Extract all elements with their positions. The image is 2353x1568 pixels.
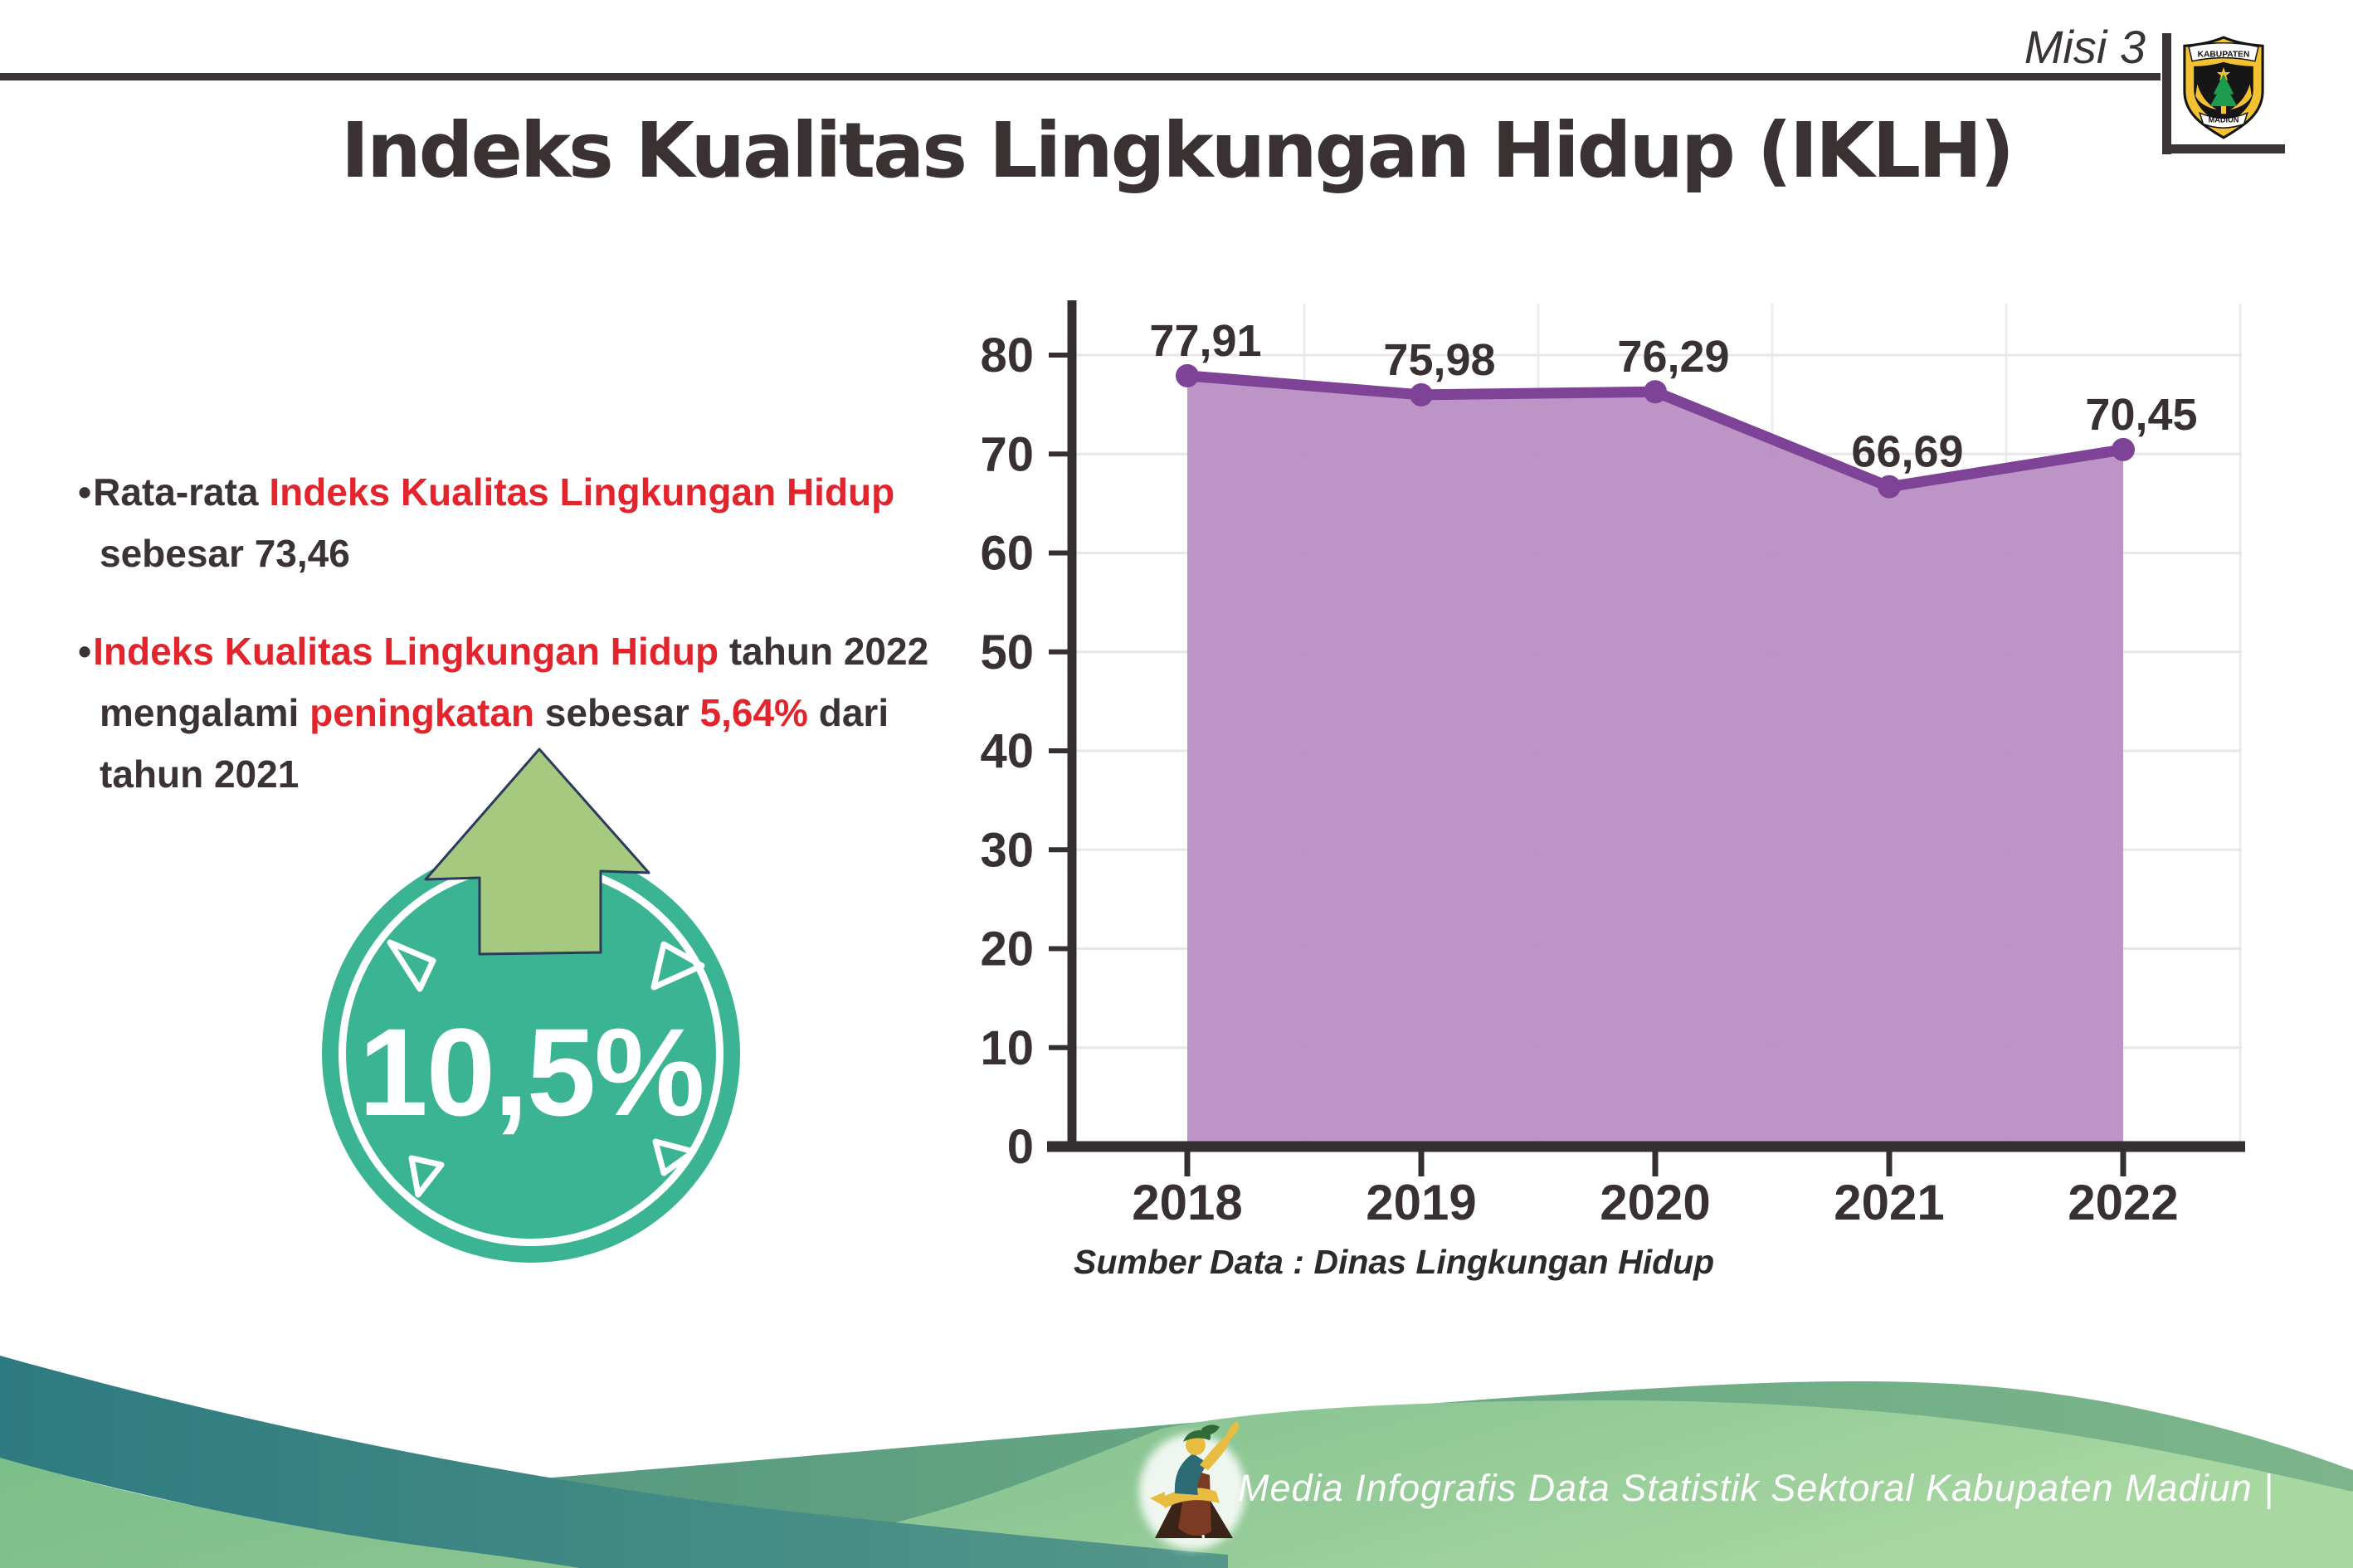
- y-axis-tick-label: 0: [1007, 1120, 1034, 1174]
- bullet-text-segment: sebesar 73,46: [100, 532, 350, 575]
- logo-top-text: KABUPATEN: [2198, 51, 2250, 60]
- logo-top-banner: [2188, 41, 2259, 62]
- bullet-item-0: •Rata-rata Indeks Kualitas Lingkungan Hi…: [78, 461, 1016, 584]
- y-axis-tick-label: 60: [980, 527, 1034, 581]
- data-point-label: 76,29: [1617, 332, 1729, 382]
- bullet-text-segment: dari: [807, 691, 889, 734]
- bullet-text-segment: Indeks Kualitas Lingkungan Hidup: [269, 470, 895, 514]
- bullet-dot-icon: •: [78, 470, 92, 514]
- logo-frame-vertical: [2162, 33, 2171, 154]
- x-axis-tick-label: 2021: [1834, 1175, 1944, 1230]
- bullet-text-segment: mengalami: [100, 691, 310, 734]
- bullet-line: tahun 2021: [78, 743, 1016, 805]
- increase-badge-value: 10,5%: [358, 1001, 704, 1142]
- data-point-label: 75,98: [1383, 335, 1495, 385]
- key-findings-list: •Rata-rata Indeks Kualitas Lingkungan Hi…: [78, 461, 1016, 841]
- y-axis-tick-label: 10: [980, 1021, 1034, 1075]
- dancer-mascot-icon: [1139, 1421, 1245, 1550]
- logo-bottom-text: MADIUN: [2209, 115, 2239, 124]
- x-axis-tick-label: 2019: [1366, 1175, 1476, 1230]
- bullet-line: •Rata-rata Indeks Kualitas Lingkungan Hi…: [78, 461, 1016, 523]
- bullet-dot-icon: •: [78, 630, 92, 673]
- page-title: Indeks Kualitas Lingkungan Hidup (IKLH): [340, 106, 2014, 195]
- data-point-marker: [1176, 363, 1199, 387]
- bullet-item-1: •Indeks Kualitas Lingkungan Hidup tahun …: [78, 621, 1016, 805]
- y-axis-tick-label: 30: [980, 823, 1034, 877]
- data-point-marker: [1410, 382, 1433, 407]
- y-axis-tick-label: 80: [980, 329, 1034, 382]
- bullet-line: mengalami peningkatan sebesar 5,64% dari: [78, 682, 1016, 743]
- bullet-text-segment: Rata-rata: [93, 470, 270, 514]
- logo-wing-left: [2195, 84, 2217, 110]
- logo-frame-horizontal: [2162, 144, 2285, 153]
- data-point-label: 66,69: [1851, 427, 1963, 477]
- logo-tree-bottom: [2209, 82, 2238, 107]
- data-point-marker: [2112, 437, 2135, 461]
- logo-tree-trunk: [2220, 106, 2227, 114]
- logo-wing-right: [2230, 84, 2252, 110]
- footer-credit-text: Media Infografis Data Statistik Sektoral…: [1238, 1467, 2274, 1509]
- bullet-text-segment: tahun 2021: [100, 752, 300, 796]
- data-point-label: 77,91: [1149, 316, 1261, 366]
- logo-bottom-banner: [2199, 111, 2248, 129]
- data-point-marker: [1878, 475, 1901, 499]
- y-axis-tick-label: 20: [980, 923, 1034, 976]
- kabupaten-madiun-logo-icon: KABUPATEN MADIUN: [2183, 36, 2264, 139]
- y-axis-tick-label: 70: [980, 427, 1034, 481]
- data-point-marker: [1644, 380, 1667, 404]
- x-axis-tick-label: 2020: [1600, 1175, 1710, 1230]
- header-divider: [0, 73, 2161, 80]
- bullet-text-segment: sebesar: [534, 691, 700, 734]
- y-axis-tick-label: 40: [980, 724, 1034, 778]
- misi-label: Misi 3: [2024, 21, 2146, 73]
- bullet-line: •Indeks Kualitas Lingkungan Hidup tahun …: [78, 621, 1016, 682]
- bullet-text-segment: Indeks Kualitas Lingkungan Hidup: [93, 630, 719, 673]
- x-axis-tick-label: 2022: [2068, 1175, 2178, 1230]
- bullet-text-segment: tahun 2022: [719, 630, 929, 673]
- area-fill: [1187, 375, 2123, 1147]
- bullet-text-segment: peningkatan: [309, 691, 535, 734]
- bullet-line: sebesar 73,46: [78, 523, 1016, 584]
- bullet-text-segment: 5,64%: [699, 691, 808, 734]
- footer-teal-wave: [0, 1356, 1228, 1568]
- chart-source-note: Sumber Data : Dinas Lingkungan Hidup: [1074, 1243, 1715, 1281]
- data-point-label: 70,45: [2085, 390, 2197, 440]
- x-axis-tick-label: 2018: [1132, 1175, 1242, 1230]
- y-axis-tick-label: 50: [980, 626, 1034, 679]
